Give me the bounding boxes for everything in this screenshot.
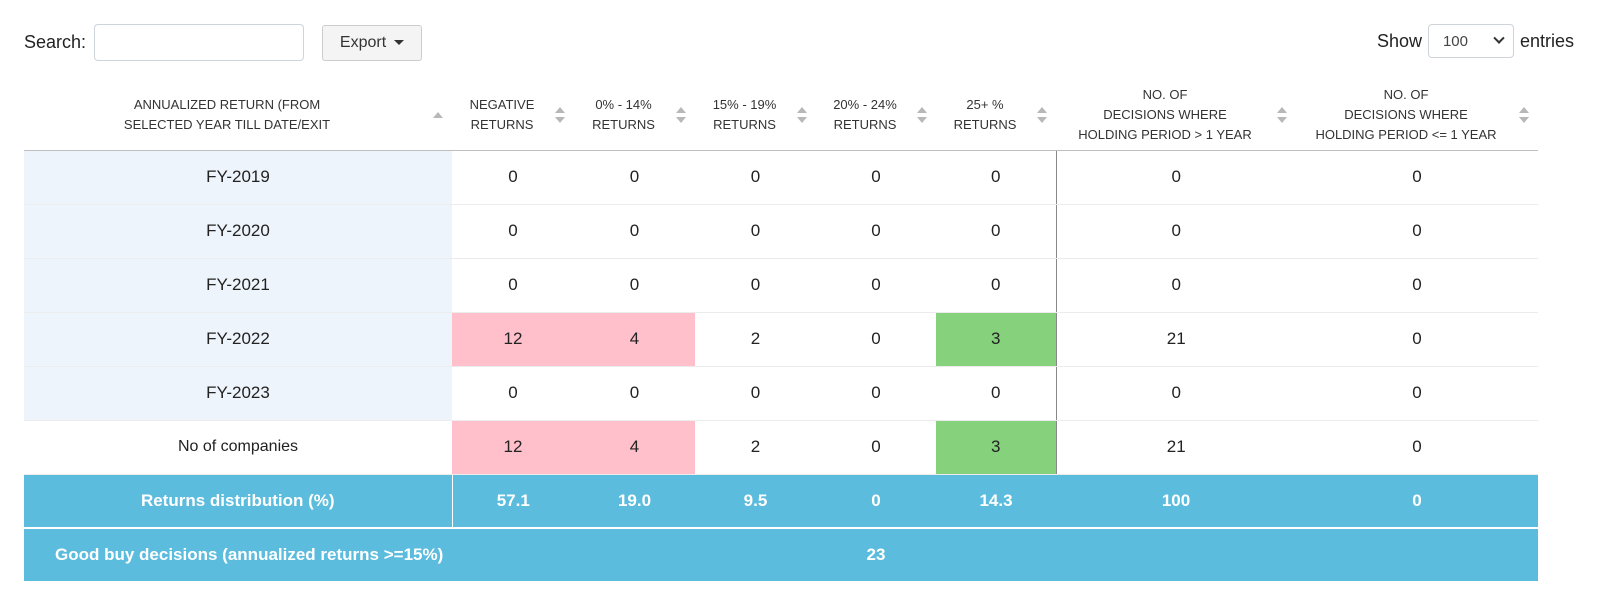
table-toolbar: Search: Export [24,24,423,61]
returns-table: ANNUALIZED RETURN (FROM SELECTED YEAR TIL… [24,80,1538,583]
table-cell: 0 [1296,150,1538,205]
good-buy-row: Good buy decisions (annualized returns >… [24,528,1538,583]
sort-icon [1518,106,1530,124]
table-row: FY-2020 0 0 0 0 0 0 0 [24,204,1538,259]
total-row-label: No of companies [24,420,452,475]
table-cell: 0 [816,420,936,475]
table-cell-negative: 4 [574,420,695,475]
search-input[interactable] [94,24,305,61]
row-label: FY-2023 [24,366,452,421]
table-cell: 0 [1056,258,1296,313]
column-header-holding-le-1yr[interactable]: NO. OF DECISIONS WHERE HOLDING PERIOD <= 1… [1296,80,1538,151]
table-cell: 0 [936,366,1057,421]
table-cell: 0 [695,366,816,421]
table-cell: 0 [936,150,1057,205]
distribution-cell: 0 [816,474,936,529]
table-cell: 0 [1056,150,1296,205]
row-label: FY-2019 [24,150,452,205]
table-cell: 0 [816,204,936,259]
export-button-label: Export [339,33,387,51]
table-cell: 0 [816,150,936,205]
sort-icon [916,106,928,124]
table-cell: 2 [695,312,816,367]
table-header-row: ANNUALIZED RETURN (FROM SELECTED YEAR TIL… [24,80,1538,151]
row-label: FY-2020 [24,204,452,259]
table-cell: 0 [452,258,574,313]
distribution-cell: 57.1 [452,474,574,529]
table-cell: 21 [1056,420,1296,475]
table-cell: 0 [1296,312,1538,367]
table-cell: 0 [1296,258,1538,313]
sort-icon [554,106,566,124]
table-cell: 2 [695,420,816,475]
sort-icon [1036,106,1048,124]
table-cell-negative: 12 [452,420,574,475]
caret-down-icon [394,40,405,45]
table-cell: 0 [1296,204,1538,259]
table-cell-positive: 3 [936,312,1057,367]
table-cell: 0 [936,258,1057,313]
table-row: FY-2019 0 0 0 0 0 0 0 [24,150,1538,205]
table-cell: 0 [1296,366,1538,421]
table-cell: 0 [816,312,936,367]
search-label: Search: [24,32,87,52]
column-header-15-19-returns[interactable]: 15% - 19% RETURNS [695,80,816,151]
distribution-cell: 0 [1296,474,1538,529]
sort-icon [796,106,808,124]
distribution-cell: 14.3 [936,474,1056,529]
table-cell: 0 [695,258,816,313]
table-cell: 0 [816,366,936,421]
sort-icon [1276,106,1288,124]
column-header-negative-returns[interactable]: NEGATIVE RETURNS [452,80,574,151]
table-row: FY-2023 0 0 0 0 0 0 0 [24,366,1538,421]
sort-asc-icon [432,106,444,124]
export-button[interactable]: Export [322,24,423,61]
table-cell: 0 [695,150,816,205]
distribution-row-label: Returns distribution (%) [24,474,453,529]
good-buy-filler [936,528,1538,583]
distribution-cell: 9.5 [695,474,816,529]
page-length-select[interactable]: 100 [1427,24,1514,58]
column-header-holding-gt-1yr[interactable]: NO. OF DECISIONS WHERE HOLDING PERIOD > 1 … [1056,80,1296,151]
table-cell-negative: 12 [452,312,574,367]
table-cell: 0 [574,258,695,313]
table-cell: 0 [574,204,695,259]
entries-label: entries [1519,30,1574,51]
table-cell: 0 [574,366,695,421]
page-length-value: 100 [1442,32,1468,50]
row-label: FY-2021 [24,258,452,313]
chevron-down-icon [1493,32,1505,44]
table-row: FY-2022 12 4 2 0 3 21 0 [24,312,1538,367]
table-cell: 0 [936,204,1057,259]
good-buy-label: Good buy decisions (annualized returns >… [24,528,816,583]
column-header-annualized-return[interactable]: ANNUALIZED RETURN (FROM SELECTED YEAR TIL… [24,80,452,151]
distribution-cell: 100 [1056,474,1296,529]
table-row: FY-2021 0 0 0 0 0 0 0 [24,258,1538,313]
column-header-25-plus-returns[interactable]: 25+ % RETURNS [936,80,1056,151]
row-label: FY-2022 [24,312,452,367]
page-length-control: Show 100 entries [1377,24,1574,58]
table-cell: 0 [452,150,574,205]
table-cell: 0 [1056,204,1296,259]
column-header-20-24-returns[interactable]: 20% - 24% RETURNS [816,80,936,151]
table-cell: 0 [695,204,816,259]
distribution-cell: 19.0 [574,474,695,529]
table-cell: 0 [452,366,574,421]
table-cell: 0 [1056,366,1296,421]
table-cell: 0 [574,150,695,205]
good-buy-value: 23 [816,528,936,583]
table-cell-positive: 3 [936,420,1057,475]
show-label: Show [1376,30,1422,51]
table-cell: 0 [1296,420,1538,475]
column-header-0-14-returns[interactable]: 0% - 14% RETURNS [574,80,695,151]
table-cell: 0 [452,204,574,259]
total-row: No of companies 12 4 2 0 3 21 0 [24,420,1538,475]
table-cell-negative: 4 [574,312,695,367]
sort-icon [675,106,687,124]
table-cell: 0 [816,258,936,313]
distribution-row: Returns distribution (%) 57.1 19.0 9.5 0… [24,474,1538,529]
table-cell: 21 [1056,312,1296,367]
